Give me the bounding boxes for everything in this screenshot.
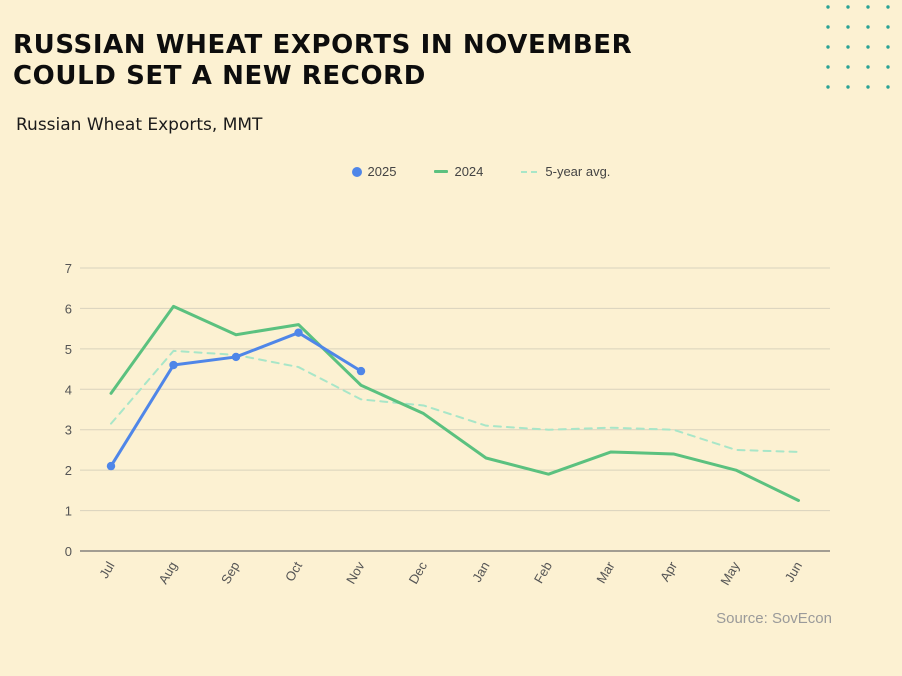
decor-dot bbox=[846, 5, 850, 9]
decor-dot bbox=[866, 5, 870, 9]
title-line-2: COULD SET A NEW RECORD bbox=[13, 61, 426, 91]
legend-item-2025: 2025 bbox=[292, 164, 397, 179]
y-tick-label: 4 bbox=[65, 382, 72, 397]
x-tick-label: Jan bbox=[469, 559, 492, 585]
legend-item-2024: 2024 bbox=[414, 164, 483, 179]
decor-dot bbox=[866, 85, 870, 89]
series-2025-point bbox=[356, 366, 366, 376]
series-2025-point bbox=[294, 328, 303, 337]
decor-dot bbox=[826, 45, 830, 49]
decor-dot bbox=[826, 25, 830, 29]
series-2025-point bbox=[231, 352, 241, 362]
decor-dot bbox=[886, 25, 890, 29]
title-line-1: RUSSIAN WHEAT EXPORTS IN NOVEMBER bbox=[13, 30, 633, 60]
series-2025-line bbox=[109, 331, 363, 468]
decor-dot bbox=[886, 65, 890, 69]
decor-dot bbox=[866, 25, 870, 29]
legend-label-2025: 2025 bbox=[367, 164, 397, 179]
series-5yr-avg-line bbox=[110, 349, 800, 453]
legend-swatch-avg bbox=[521, 170, 540, 173]
legend-label-avg: 5-year avg. bbox=[545, 164, 611, 179]
decor-dot bbox=[886, 5, 890, 9]
series-2024-line bbox=[109, 304, 800, 502]
x-tick-label: Aug bbox=[156, 559, 181, 587]
decor-dot bbox=[886, 45, 890, 49]
y-tick-label: 2 bbox=[65, 463, 72, 478]
x-tick-label: Jul bbox=[96, 559, 117, 581]
x-tick-label: Jun bbox=[782, 559, 805, 585]
chart-legend: 2025 2024 5-year avg. bbox=[0, 164, 902, 179]
decor-dot bbox=[846, 25, 850, 29]
decor-dot bbox=[846, 45, 850, 49]
decor-dot bbox=[886, 85, 890, 89]
chart-title: RUSSIAN WHEAT EXPORTS IN NOVEMBER COULD … bbox=[13, 30, 713, 92]
x-tick-label: Mar bbox=[593, 558, 618, 585]
decor-dot bbox=[826, 65, 830, 69]
decor-dot bbox=[826, 85, 830, 89]
source-note: Source: SovEcon bbox=[716, 610, 832, 627]
decor-dot bbox=[866, 45, 870, 49]
decorative-dots-icon bbox=[826, 5, 890, 89]
legend-swatch-2024 bbox=[434, 170, 449, 173]
x-tick-label: Dec bbox=[406, 559, 431, 587]
x-tick-label: Nov bbox=[343, 559, 368, 587]
legend-item-avg: 5-year avg. bbox=[501, 164, 610, 179]
decor-dot bbox=[846, 85, 850, 89]
x-tick-label: May bbox=[717, 559, 743, 588]
decor-dot bbox=[846, 65, 850, 69]
x-tick-label: Sep bbox=[218, 559, 243, 587]
decor-dot bbox=[866, 65, 870, 69]
legend-label-2024: 2024 bbox=[454, 164, 484, 179]
legend-swatch-2025 bbox=[351, 166, 362, 177]
y-tick-label: 6 bbox=[65, 301, 72, 316]
y-tick-label: 0 bbox=[65, 544, 72, 559]
y-tick-label: 5 bbox=[65, 342, 72, 357]
x-tick-label: Apr bbox=[657, 558, 680, 584]
series-2025-point bbox=[169, 360, 178, 370]
x-tick-label: Feb bbox=[531, 559, 555, 586]
y-tick-label: 3 bbox=[65, 423, 72, 438]
x-tick-label: Oct bbox=[282, 559, 305, 584]
chart-subtitle: Russian Wheat Exports, MMT bbox=[16, 115, 263, 135]
decor-dot bbox=[826, 5, 830, 9]
series-2025-point bbox=[106, 461, 116, 471]
y-tick-label: 7 bbox=[65, 261, 72, 276]
y-tick-label: 1 bbox=[65, 504, 72, 519]
